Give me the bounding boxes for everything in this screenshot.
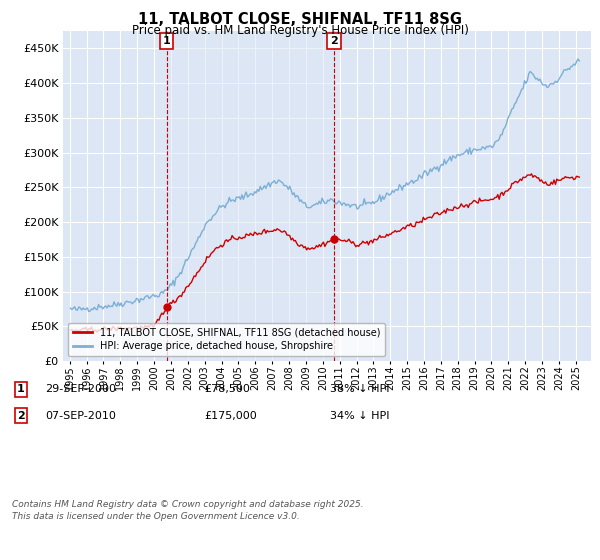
Text: Price paid vs. HM Land Registry's House Price Index (HPI): Price paid vs. HM Land Registry's House … — [131, 24, 469, 37]
Text: 34% ↓ HPI: 34% ↓ HPI — [330, 410, 389, 421]
Text: 38% ↓ HPI: 38% ↓ HPI — [330, 384, 389, 394]
Text: 2: 2 — [17, 410, 25, 421]
Text: 1: 1 — [17, 384, 25, 394]
Text: 1: 1 — [163, 36, 170, 46]
Legend: 11, TALBOT CLOSE, SHIFNAL, TF11 8SG (detached house), HPI: Average price, detach: 11, TALBOT CLOSE, SHIFNAL, TF11 8SG (det… — [68, 323, 385, 356]
Text: £175,000: £175,000 — [204, 410, 257, 421]
Text: 2: 2 — [330, 36, 338, 46]
Text: £78,500: £78,500 — [204, 384, 250, 394]
Text: 11, TALBOT CLOSE, SHIFNAL, TF11 8SG: 11, TALBOT CLOSE, SHIFNAL, TF11 8SG — [138, 12, 462, 27]
Text: 29-SEP-2000: 29-SEP-2000 — [45, 384, 116, 394]
Text: Contains HM Land Registry data © Crown copyright and database right 2025.
This d: Contains HM Land Registry data © Crown c… — [12, 500, 364, 521]
Text: 07-SEP-2010: 07-SEP-2010 — [45, 410, 116, 421]
Bar — [167, 31, 334, 361]
